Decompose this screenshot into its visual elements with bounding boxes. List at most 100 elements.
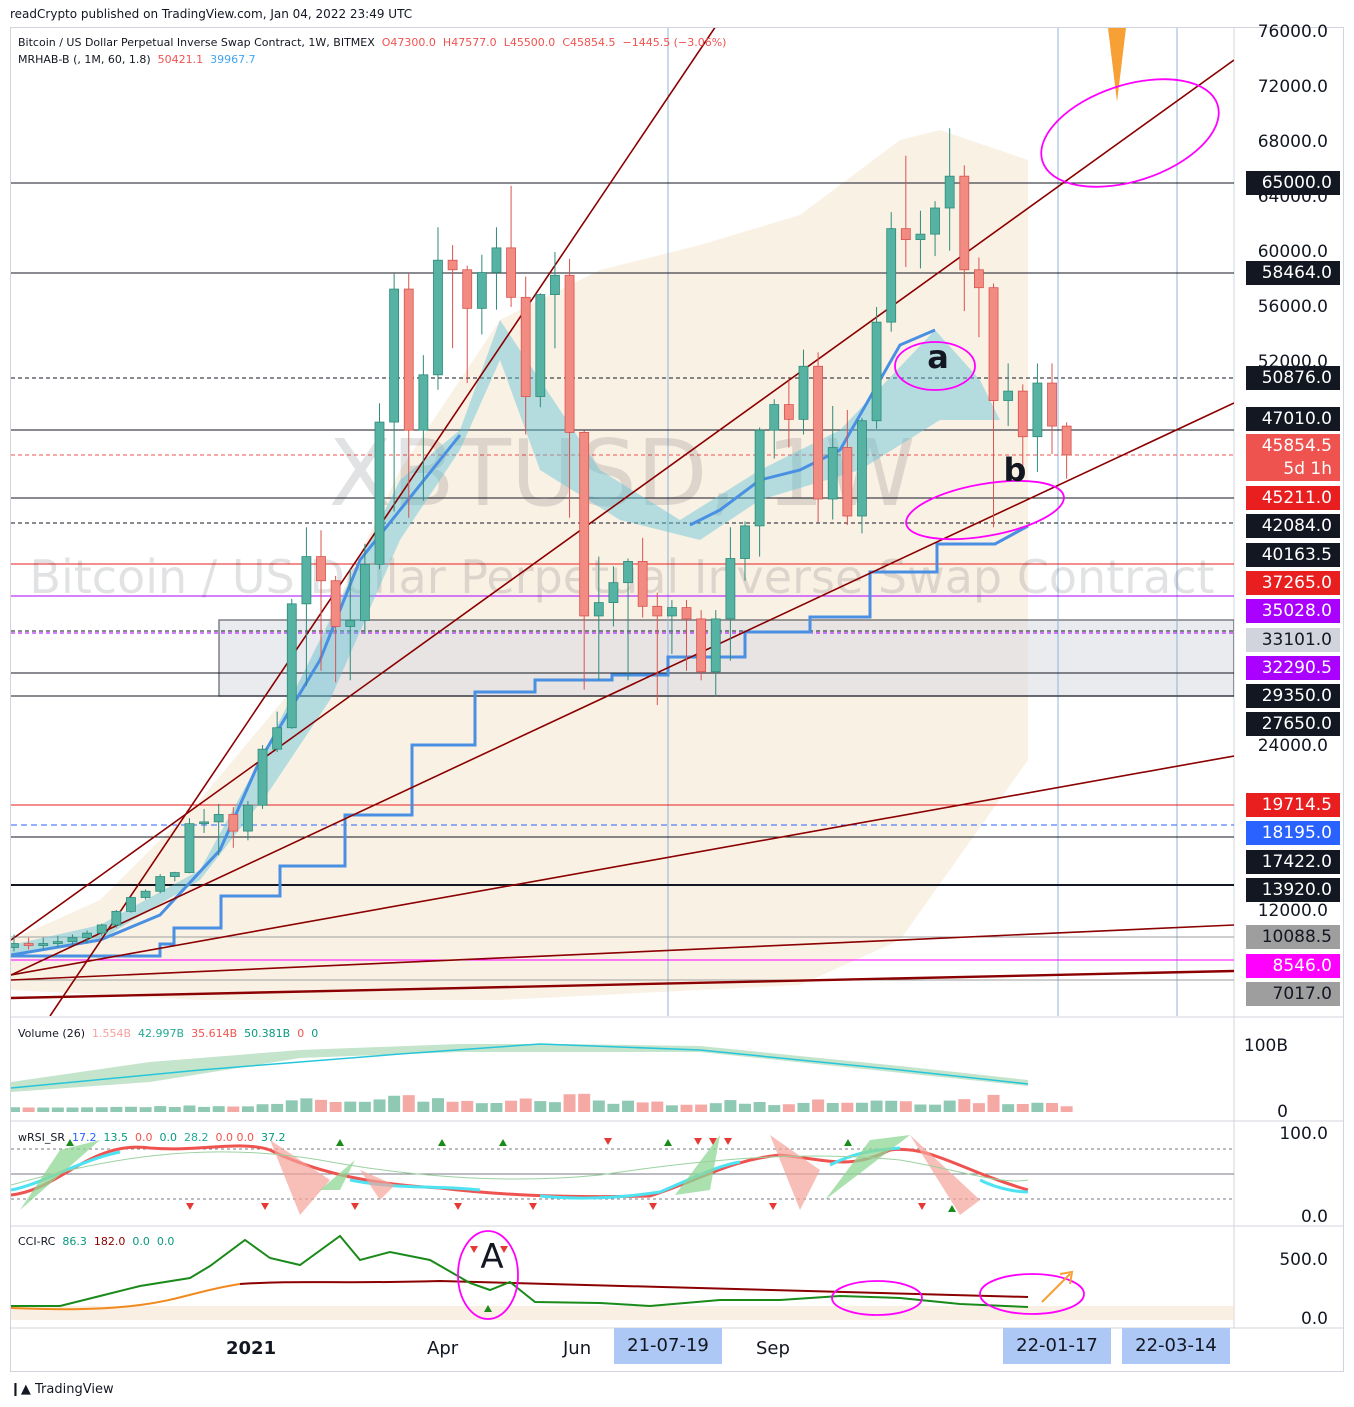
candle-body xyxy=(827,447,838,500)
rsi-legend: wRSI_SR 17.2 13.5 0.0 0.0 28.2 0.0 0.0 3… xyxy=(18,1131,286,1144)
highlight-ellipse xyxy=(894,341,976,391)
volume-bar xyxy=(461,1100,474,1112)
rsi-down-arrow xyxy=(709,1138,717,1145)
cci-avg xyxy=(11,1283,241,1311)
rsi-arrows xyxy=(66,1138,956,1212)
candle xyxy=(667,600,677,654)
volume-bar xyxy=(1060,1106,1073,1112)
candle xyxy=(403,273,414,518)
candle-body xyxy=(359,563,370,621)
candle xyxy=(535,293,546,408)
candle xyxy=(11,934,19,952)
volume-bar xyxy=(797,1102,810,1112)
volume-bar xyxy=(870,1100,883,1112)
cci-zone xyxy=(11,1306,1234,1320)
candle-body xyxy=(140,890,151,898)
volume-bar xyxy=(402,1095,415,1112)
volume-bar xyxy=(241,1106,254,1112)
candle xyxy=(316,530,326,671)
tradingview-footer[interactable]: ❙▲ TradingView xyxy=(10,1382,114,1397)
candle xyxy=(1003,363,1014,427)
volume-bar xyxy=(227,1106,240,1112)
rsi-up-arrow xyxy=(336,1139,344,1146)
price-badge: 5d 1h xyxy=(1246,457,1340,481)
candle xyxy=(725,527,736,661)
volume-legend: Volume (26) 1.554B 42.997B 35.614B 50.38… xyxy=(18,1027,318,1040)
trendline xyxy=(11,402,1234,976)
candle-body xyxy=(184,823,195,873)
candle xyxy=(564,258,575,518)
volume-bar xyxy=(753,1102,766,1112)
candle xyxy=(871,307,882,429)
candle-body xyxy=(593,602,604,617)
cci-ellipse xyxy=(831,1280,923,1316)
rsi-down-arrow xyxy=(724,1138,732,1145)
projection-arrow xyxy=(1108,28,1126,102)
volume-bar xyxy=(11,1107,20,1112)
volume-bar xyxy=(95,1107,108,1112)
candle-body xyxy=(155,876,166,892)
volume-tick: 100B xyxy=(1243,1036,1288,1056)
candle-body xyxy=(769,404,780,431)
volume-bar xyxy=(636,1102,649,1112)
candle-body xyxy=(213,814,224,823)
trendline xyxy=(11,969,1234,1000)
price-tick: 76000.0 xyxy=(1257,22,1328,42)
price-badge: 42084.0 xyxy=(1246,514,1340,538)
price-badge: 29350.0 xyxy=(1246,684,1340,708)
volume-value: 50.381B xyxy=(244,1027,291,1040)
price-badge: 65000.0 xyxy=(1246,171,1340,195)
candle xyxy=(52,935,63,948)
label-a: a xyxy=(927,338,949,376)
volume-bar xyxy=(812,1099,825,1112)
candle-body xyxy=(783,404,794,420)
candle xyxy=(944,128,955,251)
time-badge: 22-01-17 xyxy=(1003,1328,1111,1364)
price-tick: 60000.0 xyxy=(1257,242,1328,262)
candle-body xyxy=(608,582,619,603)
volume-bar xyxy=(139,1107,152,1112)
price-badge: 35028.0 xyxy=(1246,599,1340,623)
candle xyxy=(579,430,590,690)
cci-value: 182.0 xyxy=(93,1235,126,1248)
candle-body xyxy=(447,259,458,271)
chart-frame xyxy=(10,27,1344,1372)
candle xyxy=(155,874,166,894)
candle xyxy=(842,409,853,525)
volume-bar xyxy=(782,1104,795,1112)
candle xyxy=(506,185,516,307)
candle-body xyxy=(652,605,663,617)
candle xyxy=(213,803,224,856)
volume-bar xyxy=(622,1100,635,1112)
candle xyxy=(67,934,78,946)
candle-body xyxy=(199,821,209,825)
volume-bar xyxy=(358,1101,371,1112)
candle xyxy=(228,807,239,848)
volume-bar xyxy=(300,1098,313,1112)
cci-ellipse xyxy=(979,1273,1085,1315)
cci-avg xyxy=(239,1279,1029,1298)
candle xyxy=(857,418,867,534)
volume-bar xyxy=(168,1107,181,1112)
volume-bar xyxy=(1016,1104,1029,1112)
volume-bar xyxy=(183,1105,196,1112)
candle xyxy=(593,556,604,681)
candle-body xyxy=(535,294,546,397)
candle xyxy=(959,165,970,312)
cci-up-arrow-head xyxy=(1059,1270,1074,1285)
candle xyxy=(1047,363,1057,455)
candle-body xyxy=(286,603,297,729)
cci-value: 0.0 xyxy=(156,1235,175,1248)
candle-body xyxy=(1061,425,1072,456)
price-badge: 45211.0 xyxy=(1246,486,1340,510)
candle-body xyxy=(67,937,78,943)
rsi-signal xyxy=(11,1151,1029,1186)
volume-bar xyxy=(855,1102,868,1112)
volume-bar xyxy=(256,1104,269,1112)
candle-body xyxy=(579,431,590,617)
candle-body xyxy=(462,269,473,309)
time-badge: 21-07-19 xyxy=(614,1328,722,1364)
rsi-value: 0.0 xyxy=(135,1131,153,1144)
candle xyxy=(301,527,312,687)
